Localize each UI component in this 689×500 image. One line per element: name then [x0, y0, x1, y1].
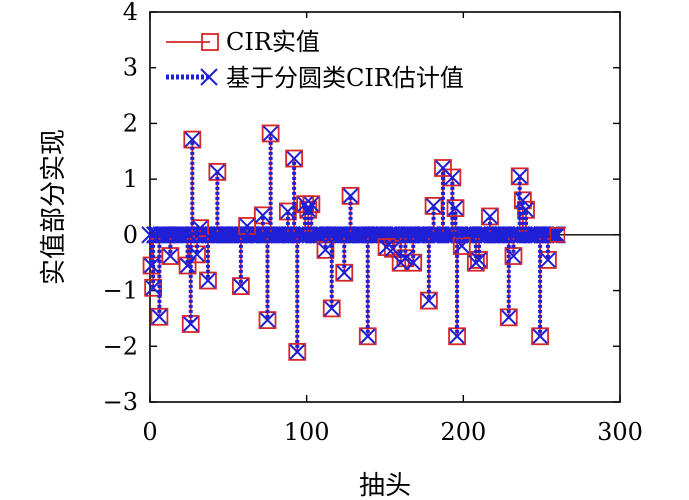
actual-point — [452, 237, 471, 255]
estimate-point — [151, 309, 168, 325]
x-tick-label: 100 — [284, 418, 330, 446]
estimate-point — [189, 246, 205, 263]
actual-point — [499, 308, 518, 327]
estimate-point — [454, 238, 470, 254]
actual-point — [208, 162, 227, 181]
y-axis-title: 实值部分实现 — [39, 129, 69, 285]
estimate-point — [255, 207, 271, 224]
estimate-point — [259, 312, 276, 328]
estimate-point — [192, 220, 208, 236]
estimate-point — [289, 344, 305, 360]
y-tick-label: −2 — [103, 332, 138, 360]
y-tick-label: −3 — [103, 388, 138, 416]
estimate-point — [336, 265, 352, 281]
y-tick-label: 0 — [123, 221, 138, 249]
y-tick-label: 1 — [123, 165, 138, 193]
actual-point — [358, 327, 377, 346]
plot-frame — [149, 11, 621, 403]
estimate-point — [286, 150, 302, 167]
estimate-point — [518, 202, 534, 218]
estimate-point — [444, 169, 461, 186]
y-tick-label: 2 — [123, 109, 138, 137]
y-tick-label: 3 — [123, 54, 138, 82]
estimate-point — [262, 125, 279, 142]
legend-entry-actual: CIR实值 — [166, 28, 320, 56]
actual-point — [288, 342, 307, 361]
actual-point — [448, 327, 466, 346]
actual-point — [446, 199, 465, 218]
actual-point — [161, 247, 180, 265]
series-layer — [141, 124, 567, 361]
actual-point — [231, 277, 250, 296]
actual-point — [150, 307, 169, 326]
estimate-point — [512, 168, 528, 185]
estimate-point — [505, 248, 522, 264]
estimate-point — [397, 250, 414, 266]
estimate-point — [280, 203, 296, 220]
estimate-point — [342, 188, 359, 204]
estimate-point — [447, 200, 464, 216]
estimate-point — [501, 309, 517, 326]
actual-point — [504, 247, 523, 265]
y-tick-labels: −3 −2 −1 0 1 2 3 4 — [103, 0, 138, 416]
legend-marker-x — [200, 68, 218, 86]
estimate-point — [425, 198, 442, 214]
estimate-point — [239, 218, 255, 234]
estimate-point — [405, 255, 421, 271]
x-tick-label: 300 — [597, 418, 643, 446]
estimate-point — [324, 300, 340, 317]
zero-tap-marker — [548, 226, 567, 244]
x-tick-labels: 0 100 200 300 — [142, 418, 643, 446]
estimate-point — [184, 131, 201, 148]
estimate-point — [471, 252, 487, 268]
estimate-point — [303, 196, 320, 212]
legend-marker-square — [201, 33, 219, 51]
estimate-point — [449, 328, 465, 344]
legend-label-estimate: 基于分圆类CIR估计值 — [226, 64, 464, 92]
x-tick-label: 200 — [440, 418, 486, 446]
legend-entry-estimate: 基于分圆类CIR估计值 — [166, 64, 464, 92]
actual-point — [434, 159, 452, 177]
estimate-point — [200, 272, 216, 289]
y-tick-label: 4 — [123, 0, 138, 26]
estimate-point — [360, 328, 376, 344]
actual-point — [404, 253, 423, 272]
estimate-point — [233, 278, 249, 294]
y-tick-label: −1 — [103, 277, 138, 305]
estimate-point — [209, 164, 226, 180]
actual-point — [335, 263, 354, 282]
actual-point — [261, 124, 280, 143]
estimate-point — [515, 192, 531, 209]
actual-point — [285, 149, 304, 168]
actual-point — [466, 253, 485, 272]
estimate-point — [162, 248, 179, 264]
end-tap-marker — [549, 227, 566, 243]
actual-point — [531, 327, 549, 346]
estimate-point — [532, 328, 548, 344]
estimate-point — [385, 241, 401, 257]
series-estimate — [143, 125, 556, 360]
estimate-point — [540, 252, 556, 268]
legend: CIR实值 基于分圆类CIR估计值 — [156, 18, 556, 98]
x-tick-label: 0 — [142, 418, 157, 446]
legend-label-actual: CIR实值 — [226, 28, 320, 56]
axis-ticks — [149, 11, 621, 403]
x-axis-title: 抽头 — [359, 471, 411, 500]
legend-box — [156, 18, 556, 98]
estimate-point — [482, 208, 498, 225]
estimate-point — [421, 292, 437, 309]
estimate-point — [183, 316, 199, 332]
